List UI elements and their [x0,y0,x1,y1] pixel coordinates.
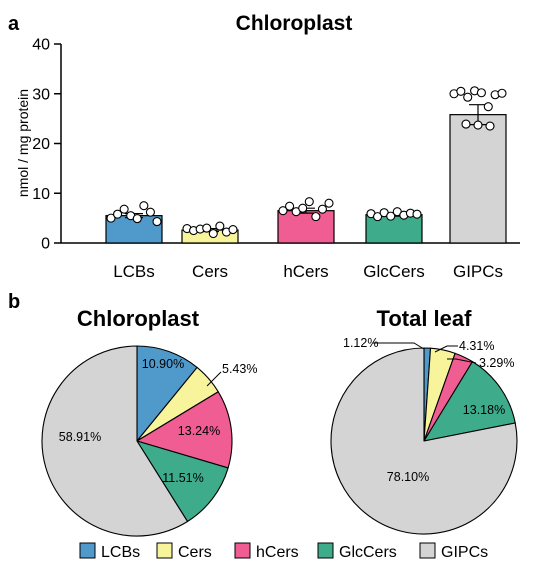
bars [105,114,507,244]
error-bars [125,104,487,233]
legend-swatch-hcers [234,542,251,559]
pie1-label-cers: 5.43% [222,362,257,376]
legend-swatch-glccers [317,542,334,559]
pie1-label-lcbs: 10.90% [142,357,184,371]
data-point-hcers [317,204,327,214]
panel-b-label: b [8,291,20,313]
legend-swatch-gipcs [419,542,436,559]
data-point-cers [215,221,225,231]
category-labels: LCBs Cers hCers GlcCers GIPCs [113,262,503,281]
legend-label-hcers: hCers [256,544,299,561]
legend-swatch-cers [156,542,173,559]
pie2-label-gipcs: 78.10% [387,470,429,484]
legend-swatch-lcbs [79,542,96,559]
pie-slice-gipcs [330,347,518,535]
pie2-label-glccers: 13.18% [463,403,505,417]
data-point-cers [228,225,238,235]
legend: LCBs Cers hCers GlcCers GIPCs [79,542,488,561]
data-point-hcers [311,212,321,222]
data-point-hcers [324,198,334,208]
y-tick-label: 30 [32,86,50,103]
y-tick-label: 20 [32,136,50,153]
data-point-cers [208,228,218,239]
pie-chloroplast-title: Chloroplast [77,306,200,331]
data-point-gipcs [497,88,507,98]
bar-gipcs [449,114,507,244]
pie-total-leaf-slices [330,347,518,535]
x-tick-label-glccers: GlcCers [363,262,424,281]
bar-hcers [277,210,335,244]
data-point-lcbs [106,213,116,223]
pie2-label-lcbs: 1.12% [343,336,378,350]
legend-label-cers: Cers [178,544,212,561]
pie-chloroplast-labels: 10.90% 5.43% 13.24% 11.51% 58.91% [59,357,258,485]
y-tick-label: 0 [41,236,50,253]
data-point-gipcs [485,121,495,131]
pie-slice-glccers [136,440,229,523]
y-axis-ticks: 0 10 20 30 40 [32,37,61,253]
pie2-leader-lcbs [373,342,425,350]
pie-chart-total-leaf: Total leaf 1.12% 4.31% 3.29% 13.18% 78.1… [330,306,518,535]
pie-chloroplast-slices [41,345,233,537]
legend-label-lcbs: LCBs [101,544,140,561]
data-point-hcers [304,197,314,207]
pie-chart-chloroplast: Chloroplast 10.90% 5.43% 13.24% 11.51% 5… [41,306,258,537]
data-point-gipcs [463,92,473,102]
x-tick-label-gipcs: GIPCs [453,262,503,281]
data-point-lcbs [113,209,123,219]
x-tick-label-hcers: hCers [283,262,328,281]
pie1-label-hcers: 13.24% [178,424,220,438]
data-point-lcbs [145,207,155,217]
pie2-label-cers: 4.31% [459,339,494,353]
x-tick-label-lcbs: LCBs [113,262,155,281]
pie-slice-hcers [136,391,233,469]
data-point-gipcs [456,86,466,96]
data-point-gipcs [473,120,483,130]
bar-chart: Chloroplast nmol / mg protein 010203040 … [15,12,520,281]
data-point-lcbs [119,204,129,214]
data-point-hcers [298,203,308,213]
y-tick-label: 10 [32,186,50,203]
y-axis-label: nmol / mg protein [15,89,31,197]
pie1-label-gipcs: 58.91% [59,430,101,444]
data-point-glccers [386,211,396,221]
data-point-hcers [285,201,295,211]
data-point-gipcs [461,119,471,129]
pie-slice-gipcs [41,345,189,537]
data-point-gipcs [483,102,493,112]
data-point-cers [202,223,212,233]
y-tick-label: 40 [32,37,50,54]
data-point-glccers [373,212,383,222]
data-point-hcers [278,206,288,216]
data-point-lcbs [132,214,142,224]
pie2-leader-cers [434,345,458,353]
legend-label-glccers: GlcCers [339,544,397,561]
pie-slice-lcbs [136,345,198,442]
pie1-label-glccers: 11.51% [162,471,203,485]
data-points [106,86,507,239]
panel-a-label: a [8,13,20,35]
bar-chart-title: Chloroplast [236,12,353,35]
data-point-lcbs [139,201,149,211]
pie1-leader-cers [206,371,222,387]
pie2-label-hcers: 3.29% [479,356,514,370]
pie-total-leaf-labels: 1.12% 4.31% 3.29% 13.18% 78.10% [343,336,514,484]
legend-label-gipcs: GIPCs [441,544,488,561]
data-point-lcbs [152,217,162,227]
x-tick-label-cers: Cers [192,262,228,281]
data-point-glccers [412,209,422,219]
pie-total-leaf-title: Total leaf [377,306,473,331]
data-point-gipcs [476,88,486,98]
pie2-leader-hcers [447,358,477,364]
